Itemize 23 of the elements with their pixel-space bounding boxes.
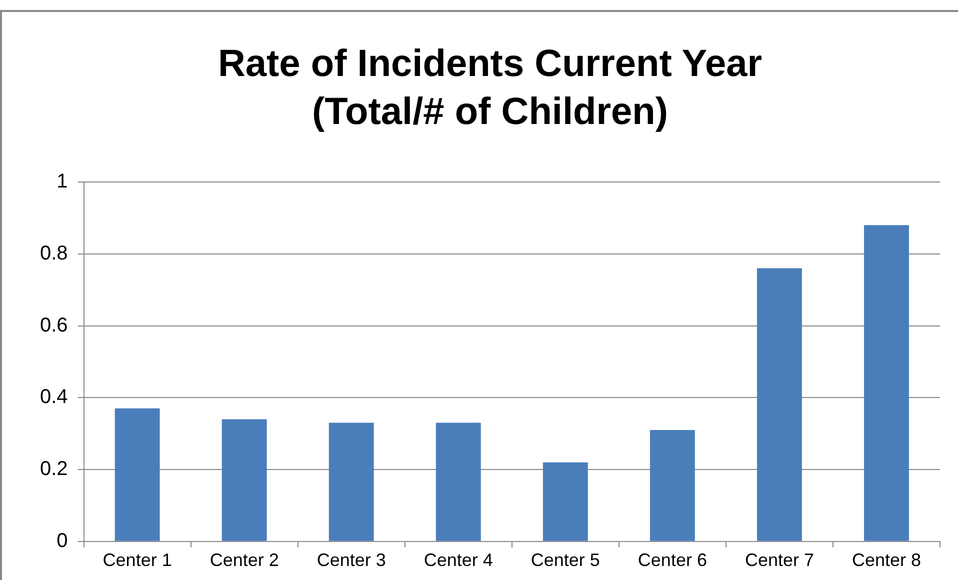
bar (864, 225, 909, 541)
bar (328, 422, 374, 541)
y-tick-label: 0 (56, 530, 68, 552)
x-tick-label: Center 5 (530, 550, 600, 570)
y-tick-label: 0.6 (40, 314, 68, 336)
y-tick-label: 0.8 (40, 242, 68, 264)
bar (756, 268, 802, 541)
y-tick-label: 0.2 (40, 458, 68, 480)
chart-title: Rate of Incidents Current Year (Total/# of Children) (216, 42, 764, 135)
x-tick-label: Center 2 (210, 550, 279, 570)
x-tick-label: Center 4 (424, 550, 493, 570)
y-tick-label: 0.4 (40, 386, 68, 408)
x-tick-label: Center 7 (744, 550, 814, 570)
bar (222, 419, 267, 541)
bar (436, 422, 481, 541)
x-tick-label: Center 1 (102, 550, 172, 570)
x-tick-label: Center 3 (316, 550, 386, 570)
bar (650, 430, 695, 541)
y-tick-label: 1 (56, 170, 68, 193)
x-tick-label: Center 8 (852, 550, 922, 570)
bar (114, 408, 160, 541)
x-tick-label: Center 6 (638, 550, 707, 570)
bar (542, 462, 588, 541)
